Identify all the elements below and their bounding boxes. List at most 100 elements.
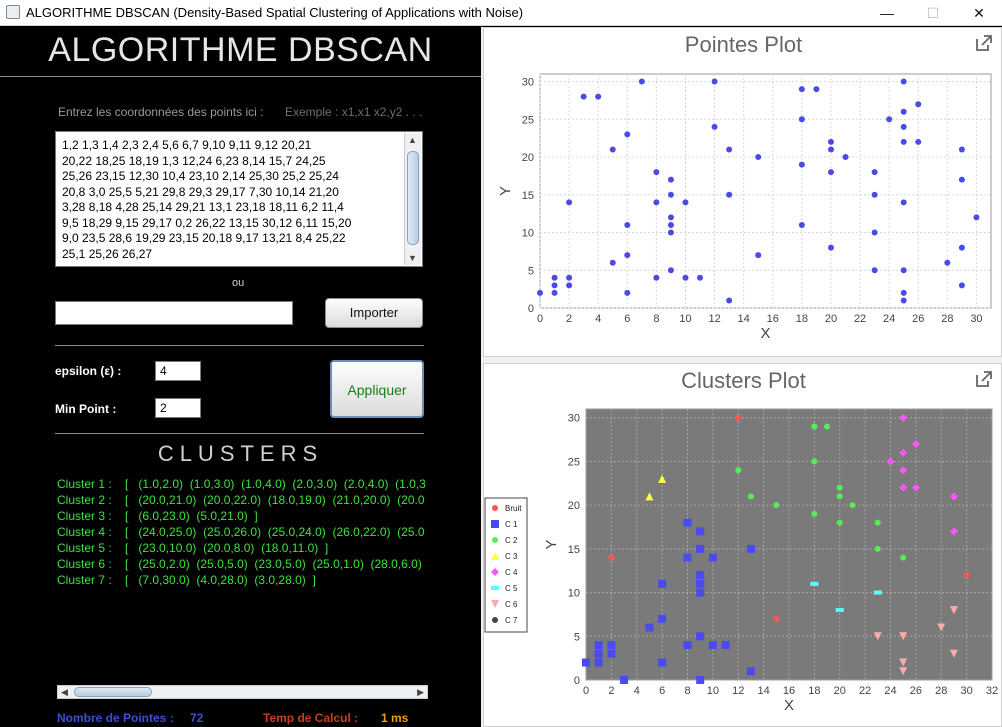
data-point [842, 154, 849, 161]
scroll-down-arrow-icon[interactable]: ▼ [408, 253, 417, 263]
data-point [827, 138, 834, 145]
data-point [949, 527, 958, 536]
minimize-button[interactable]: — [880, 5, 894, 21]
data-point [836, 493, 843, 500]
data-point [798, 86, 805, 93]
or-label: ou [232, 277, 245, 289]
legend-label: C 1 [505, 520, 518, 529]
data-point [667, 229, 674, 236]
legend-label: C 3 [505, 552, 518, 561]
cluster-row: Cluster 7 : [ (7.0,30.0) (4.0,28.0) (3.0… [57, 573, 316, 587]
data-point [871, 229, 878, 236]
data-point [566, 274, 573, 281]
data-point [963, 572, 970, 579]
apply-button[interactable]: Appliquer [330, 360, 424, 418]
scrollbar-thumb[interactable] [407, 151, 419, 245]
y-tick-label: 15 [522, 190, 534, 202]
data-point [683, 518, 692, 527]
clusters-horizontal-scrollbar[interactable]: ◀ ▶ [57, 685, 428, 699]
y-axis-label: Y [497, 186, 514, 196]
data-point [915, 101, 922, 108]
legend-label: C 7 [505, 616, 518, 625]
data-point [958, 146, 965, 153]
data-point [958, 244, 965, 251]
data-point [696, 544, 705, 553]
scrollbar-thumb[interactable] [74, 687, 152, 697]
data-point [813, 86, 820, 93]
data-point [827, 169, 834, 176]
scroll-up-arrow-icon[interactable]: ▲ [408, 135, 417, 145]
data-point [653, 199, 660, 206]
y-tick-label: 30 [568, 413, 580, 425]
data-point [683, 553, 692, 562]
data-point [835, 608, 844, 613]
y-axis-label: Y [543, 539, 560, 549]
epsilon-input[interactable]: 4 [155, 361, 201, 381]
data-point [886, 457, 895, 466]
data-point [667, 176, 674, 183]
point-count-label: Nombre de Pointes : [57, 711, 174, 725]
page-title: ALGORITHME DBSCAN [48, 31, 433, 69]
clusters-divider [55, 433, 424, 434]
data-point [899, 658, 908, 667]
scroll-left-arrow-icon[interactable]: ◀ [61, 687, 68, 697]
minpoint-input[interactable]: 2 [155, 398, 201, 418]
data-point [624, 252, 631, 259]
x-tick-label: 0 [583, 685, 589, 697]
x-tick-label: 12 [708, 313, 720, 325]
x-axis-label: X [760, 325, 770, 342]
data-point [949, 649, 958, 658]
compute-time-value: 1 ms [381, 711, 409, 725]
data-point [899, 413, 908, 422]
data-point [746, 667, 755, 676]
data-point [755, 154, 762, 161]
x-tick-label: 8 [653, 313, 659, 325]
data-point [551, 289, 558, 296]
data-point [873, 632, 882, 641]
x-tick-label: 30 [970, 313, 982, 325]
x-tick-label: 26 [910, 685, 922, 697]
clusters-scatter-chart: 0 2 4 6 8 10 12 14 16 18 20 22 24 26 28 30 3205101520253… [484, 408, 998, 714]
close-button[interactable]: ✕ [973, 5, 985, 21]
data-point [711, 123, 718, 130]
data-point [726, 146, 733, 153]
data-point [958, 176, 965, 183]
data-point [658, 614, 667, 623]
data-point [696, 676, 705, 684]
cluster-row: Cluster 3 : [ (6.0,23.0) (5.0,21.0) ] [57, 509, 258, 523]
import-button[interactable]: Importer [325, 298, 423, 328]
data-point [696, 588, 705, 597]
cluster-row: Cluster 6 : [ (25.0,2.0) (25.0,5.0) (23.… [57, 557, 422, 571]
x-tick-label: 6 [624, 313, 630, 325]
expand-icon[interactable] [975, 34, 993, 52]
data-point [827, 244, 834, 251]
data-point [594, 658, 603, 667]
data-point [551, 274, 558, 281]
plot-area [539, 73, 992, 309]
points-textarea[interactable]: 1,2 1,3 1,4 2,3 2,4 5,6 6,7 9,10 9,11 9,… [55, 131, 423, 267]
points-vertical-scrollbar[interactable]: ▲ ▼ [404, 133, 421, 265]
data-point [871, 191, 878, 198]
y-tick-label: 5 [528, 265, 534, 277]
y-tick-label: 25 [522, 114, 534, 126]
legend-marker [491, 520, 499, 528]
maximize-button[interactable]: ☐ [926, 5, 940, 21]
data-point [900, 267, 907, 274]
data-point [811, 458, 818, 465]
x-tick-label: 24 [884, 685, 896, 697]
points-input-example: Exemple : x1,x1 x2,y2 . . . [285, 105, 423, 119]
y-tick-label: 0 [528, 303, 534, 315]
import-file-input[interactable] [55, 301, 293, 325]
expand-icon[interactable] [975, 370, 993, 388]
y-tick-label: 5 [574, 631, 580, 643]
x-tick-label: 28 [935, 685, 947, 697]
clusters-plot-title: Clusters Plot [681, 368, 806, 393]
scroll-right-arrow-icon[interactable]: ▶ [417, 687, 424, 697]
data-point [697, 274, 704, 281]
data-point [653, 169, 660, 176]
points-text[interactable]: 1,2 1,3 1,4 2,3 2,4 5,6 6,7 9,10 9,11 9,… [62, 138, 352, 261]
window-title: ALGORITHME DBSCAN (Density-Based Spatial… [26, 5, 524, 20]
cluster-row: Cluster 2 : [ (20.0,21.0) (20.0,22.0) (1… [57, 493, 425, 507]
data-point [849, 502, 856, 509]
data-point [645, 492, 654, 501]
